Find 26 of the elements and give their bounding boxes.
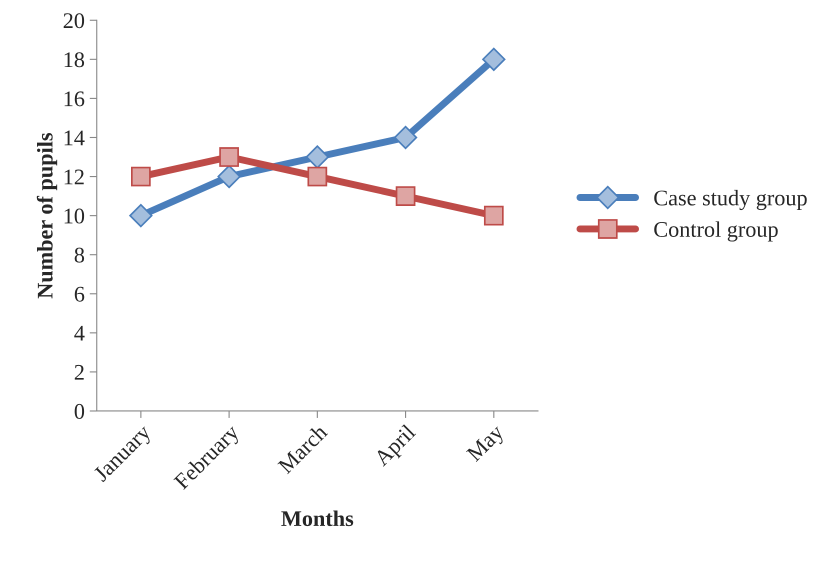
point	[306, 145, 329, 169]
point	[217, 164, 241, 188]
y-tick-label: 10	[64, 208, 84, 224]
point	[482, 48, 506, 71]
y-tick-label: 20	[64, 13, 84, 28]
point	[396, 186, 416, 206]
y-tick-label: 6	[74, 286, 84, 302]
y-tick-label: 18	[64, 52, 84, 68]
y-tick-label: 2	[74, 364, 84, 380]
legend-label: Control group	[654, 221, 778, 242]
legend-label: Case study group	[654, 190, 807, 210]
point	[129, 204, 152, 228]
x-tick-label: May	[466, 423, 508, 466]
y-tick-label: 16	[64, 91, 84, 106]
point	[394, 126, 418, 150]
x-axis-title: Months	[281, 510, 354, 526]
y-axis-title: Number of pupils	[36, 133, 58, 298]
y-tick-label: 4	[74, 326, 85, 341]
y-tick-label: 12	[64, 170, 84, 184]
y-tick-label: 14	[64, 130, 85, 146]
y-tick-label: 0	[74, 404, 84, 419]
point	[307, 166, 328, 186]
point	[484, 206, 504, 226]
point	[219, 147, 239, 167]
point	[131, 166, 151, 186]
y-tick-label: 8	[74, 248, 84, 263]
